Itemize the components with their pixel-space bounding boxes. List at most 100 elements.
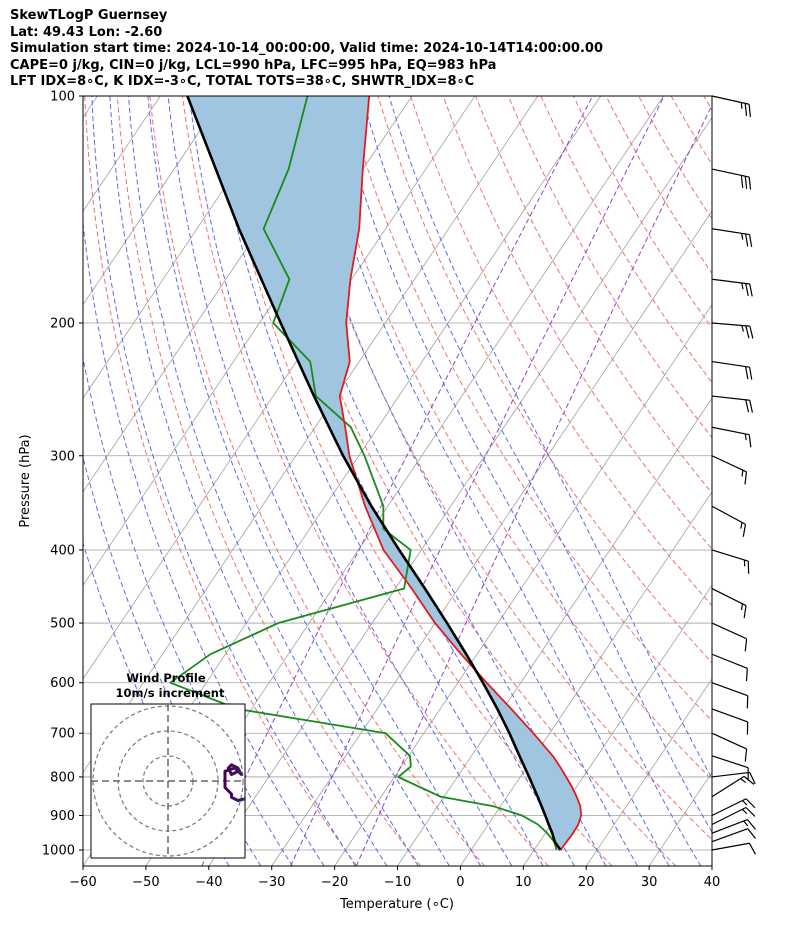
dry-adiabat [247,96,677,866]
axes: −60 −50 −40 −30 −20 −10 0 10 20 30 40 1000 900 800 700… [42,90,720,891]
barb-flag [748,367,753,380]
wind-barb [711,228,753,248]
isotherm-line [711,865,712,866]
barb-staff [711,505,746,525]
y-tick-label: 800 [50,770,75,785]
y-tick-label: 500 [50,617,75,632]
dry-adiabat [475,96,712,494]
barb-staff [711,549,749,562]
barb-flag [740,175,744,188]
wind-barb [711,732,748,762]
wind-barb [711,549,750,574]
isotherm-line [271,210,712,866]
barb-flag [748,434,752,448]
barb-flag [744,748,748,762]
isotherm-line [522,584,712,866]
barb-half-flag [744,433,747,441]
x-tick-label: −10 [384,875,411,890]
barb-half-flag [740,778,746,784]
barb-staff [711,798,747,817]
barb-staff [711,322,750,327]
moist-adiabat [308,96,670,866]
mixing-ratio-line [290,96,665,866]
sounding-profiles [169,96,582,851]
wind-barb [711,775,755,798]
wind-barb [711,842,756,855]
moist-adiabat [83,355,293,866]
barb-flag [744,176,748,189]
dry-adiabat [605,96,712,275]
wind-barb [711,771,756,785]
barb-flag [743,775,755,785]
barb-staff [711,455,747,473]
barb-flag [748,176,752,190]
barb-flag [749,283,753,297]
barb-flag [749,772,756,785]
barb-flag [742,524,747,537]
x-tick-label: −50 [132,875,159,890]
moist-adiabat [334,96,702,866]
wind-barb [711,360,753,380]
location-label: Lat: 49.43 Lon: -2.60 [10,24,163,40]
x-tick-label: 20 [578,875,595,890]
wind-barb [711,505,747,537]
barb-half-flag [740,522,743,529]
barb-flag [749,325,754,339]
wind-barb [711,95,751,117]
barb-flag [744,471,748,485]
barb-flag [745,807,756,817]
dry-adiabat [442,96,712,550]
barb-half-flag [741,808,748,815]
wind-barb [711,828,757,843]
isotherm-line [83,96,476,680]
parcel-line [186,96,562,851]
moist-adiabat [188,96,513,866]
wind-barb [711,653,748,682]
barb-flag [747,828,757,839]
wind-barb [711,622,748,652]
dry-adiabat [670,96,712,166]
moist-adiabat [361,96,712,833]
wind-barb [711,278,753,297]
barb-half-flag [741,282,744,290]
x-tick-label: −20 [321,875,348,890]
x-tick-label: −60 [69,875,96,890]
barb-flag [743,605,747,619]
barb-flag [749,400,754,413]
barb-half-flag [741,325,744,332]
dry-adiabat [769,96,794,866]
isotherm-line [585,678,712,866]
barb-staff [711,828,748,843]
wind-barb [711,455,748,485]
wind-barb [711,708,749,735]
barb-staff [711,755,749,769]
barb-half-flag [740,102,743,109]
y-tick-label: 300 [50,449,75,464]
dry-adiabat [312,96,712,781]
wind-barb [711,168,752,190]
barb-staff [711,653,748,669]
wind-barb [711,798,756,817]
x-tick-label: 40 [704,875,721,890]
parcel-area-shading [187,96,582,850]
stability-indices-2: LFT IDX=8∘C, K IDX=-3∘C, TOTAL TOTS=38∘C… [10,74,475,89]
moist-adiabat [388,96,712,780]
moist-adiabat [91,96,356,866]
y-tick-label: 600 [50,676,75,691]
chart-header: SkewTLogP Guernsey Lat: 49.43 Lon: -2.60… [10,8,603,91]
barb-staff [711,95,750,105]
simulation-times: Simulation start time: 2024-10-14_00:00:… [10,41,603,56]
moist-adiabat [167,96,482,866]
moist-adiabat [128,96,419,866]
barb-staff [711,806,747,826]
wind-barb [711,682,749,709]
y-tick-label: 1000 [42,844,75,859]
y-tick-label: 400 [50,543,75,558]
barb-flag [748,104,751,117]
barb-flag [747,819,756,830]
y-tick-label: 200 [50,316,75,331]
hodograph-trace [223,763,245,802]
barb-half-flag [741,470,744,477]
moist-adiabat [258,96,607,866]
wind-barb [711,806,756,826]
